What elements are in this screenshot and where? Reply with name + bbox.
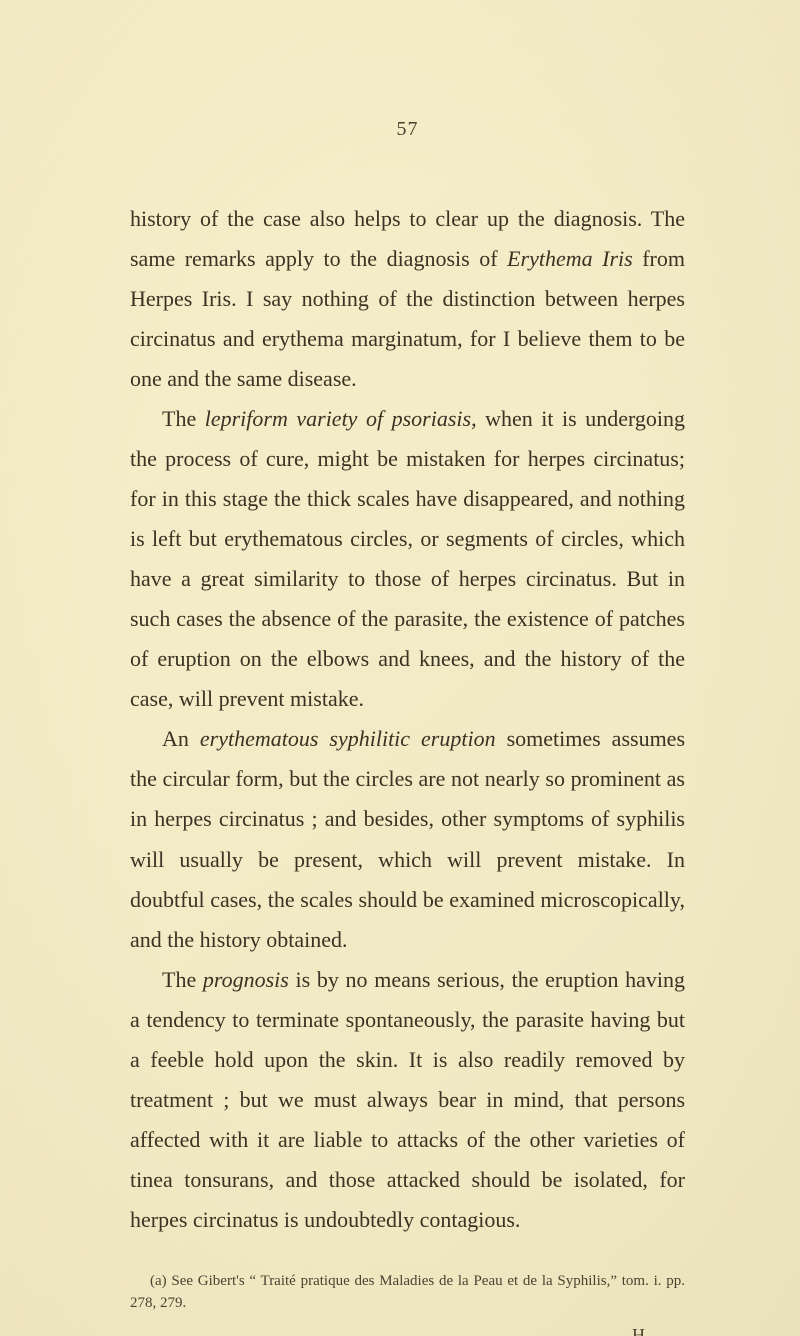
text-run: The <box>162 967 203 992</box>
text-run: An <box>162 726 200 751</box>
italic-text: lepriform variety of psoriasis <box>205 406 471 431</box>
body-text: history of the case also helps to clear … <box>130 199 685 1240</box>
text-run: , when it is undergoing the process of c… <box>130 406 685 711</box>
footnote: (a) See Gibert's “ Traité pratique des M… <box>130 1270 685 1315</box>
text-run: The <box>162 406 205 431</box>
document-page: 57 history of the case also helps to cle… <box>0 0 800 1336</box>
text-run: sometimes assumes the circular form, but… <box>130 726 685 951</box>
italic-text: prognosis <box>203 967 289 992</box>
text-run: is by no means serious, the eruption hav… <box>130 967 685 1232</box>
paragraph: An erythematous syphilitic eruption some… <box>130 719 685 959</box>
paragraph: The prognosis is by no means serious, th… <box>130 960 685 1240</box>
italic-text: erythematous syphilitic eruption <box>200 726 496 751</box>
page-number: 57 <box>130 118 685 141</box>
paragraph: The lepriform variety of psoriasis, when… <box>130 399 685 719</box>
paragraph: history of the case also helps to clear … <box>130 199 685 399</box>
italic-text: Erythema Iris <box>507 246 633 271</box>
signature-mark: H <box>130 1325 685 1336</box>
